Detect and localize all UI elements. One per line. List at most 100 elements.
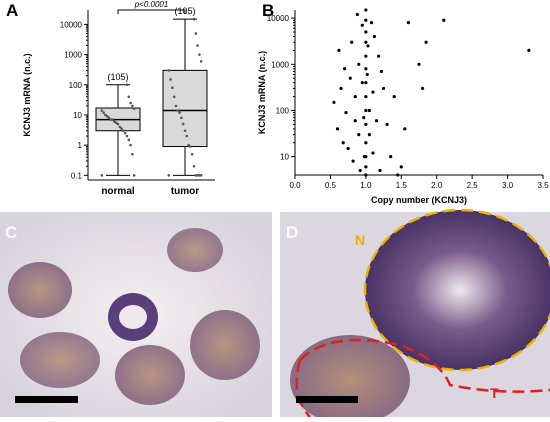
- panel-label: B: [262, 1, 274, 20]
- point: [377, 54, 381, 58]
- point: [125, 83, 129, 87]
- x-tick-label: normal: [101, 186, 135, 197]
- point: [357, 62, 361, 66]
- point: [346, 146, 350, 151]
- point: [189, 145, 192, 148]
- y-tick-label: 10: [73, 111, 82, 120]
- annotation: N: [355, 232, 365, 248]
- point: [420, 86, 425, 91]
- x-tick-label: 1.5: [396, 181, 408, 190]
- point: [442, 18, 446, 22]
- point: [180, 116, 183, 120]
- point: [131, 104, 134, 108]
- point: [199, 174, 203, 177]
- point: [107, 116, 111, 120]
- point: [364, 173, 368, 177]
- point: [111, 118, 114, 121]
- point: [343, 67, 347, 71]
- y-tick-label: 100: [69, 81, 83, 90]
- point: [364, 67, 368, 71]
- point: [132, 174, 136, 177]
- point: [392, 94, 396, 99]
- point: [198, 174, 201, 177]
- point: [369, 21, 374, 25]
- point: [198, 53, 201, 56]
- y-tick-label: 10000: [60, 20, 83, 29]
- point: [169, 78, 172, 81]
- point: [199, 59, 203, 63]
- point: [187, 143, 190, 147]
- point: [172, 95, 176, 99]
- point: [337, 48, 341, 52]
- point: [351, 159, 355, 163]
- panel-label: D: [286, 223, 298, 242]
- point: [378, 168, 382, 173]
- point: [358, 168, 362, 173]
- point: [385, 122, 389, 126]
- y-tick-label: 1: [78, 141, 83, 150]
- point: [332, 100, 336, 104]
- point: [371, 90, 375, 94]
- point: [127, 138, 131, 142]
- panel-label: A: [6, 1, 18, 20]
- point: [190, 152, 194, 156]
- point: [364, 8, 368, 12]
- point: [360, 23, 364, 27]
- panel-label: C: [5, 223, 17, 242]
- point: [364, 141, 368, 145]
- point: [183, 129, 187, 133]
- point: [364, 155, 368, 159]
- n-label: (105): [107, 72, 128, 82]
- point: [132, 107, 136, 111]
- point: [389, 155, 393, 159]
- x-tick-label: 3.0: [502, 181, 514, 190]
- x-tick-label: tumor: [171, 186, 199, 197]
- point: [367, 108, 371, 113]
- point: [194, 32, 198, 35]
- point: [113, 120, 116, 123]
- point: [104, 113, 107, 117]
- point: [341, 141, 345, 145]
- x-tick-label: 3.5: [537, 181, 549, 190]
- y-axis-label: KCNJ3 mRNA (n.c.): [22, 53, 32, 136]
- point: [123, 131, 127, 135]
- point: [374, 119, 379, 123]
- point: [192, 17, 196, 21]
- point: [174, 104, 178, 108]
- point: [366, 44, 370, 48]
- point: [406, 21, 410, 25]
- point: [178, 111, 181, 114]
- point: [171, 86, 174, 89]
- x-tick-label: 0.0: [289, 181, 301, 190]
- image-d: [280, 208, 550, 422]
- point: [167, 69, 171, 72]
- point: [364, 54, 368, 58]
- image-c: [0, 212, 272, 417]
- point: [357, 133, 361, 137]
- point: [396, 173, 400, 177]
- point: [348, 76, 352, 80]
- point: [527, 48, 531, 52]
- point: [196, 174, 199, 177]
- point: [364, 108, 368, 113]
- point: [365, 72, 369, 77]
- point: [131, 152, 134, 156]
- point: [353, 119, 357, 123]
- point: [364, 30, 368, 34]
- point: [109, 118, 113, 121]
- point: [129, 101, 132, 105]
- point: [127, 95, 131, 99]
- point: [102, 111, 105, 114]
- point: [372, 34, 376, 39]
- point: [364, 81, 368, 85]
- x-tick-label: 2.5: [467, 181, 479, 190]
- point: [364, 40, 368, 44]
- point: [367, 133, 371, 137]
- y-tick-label: 10: [280, 153, 289, 162]
- point: [364, 122, 368, 126]
- point: [417, 62, 421, 66]
- annotation: T: [490, 385, 499, 401]
- point: [364, 94, 368, 99]
- y-tick-label: 1000: [64, 51, 82, 60]
